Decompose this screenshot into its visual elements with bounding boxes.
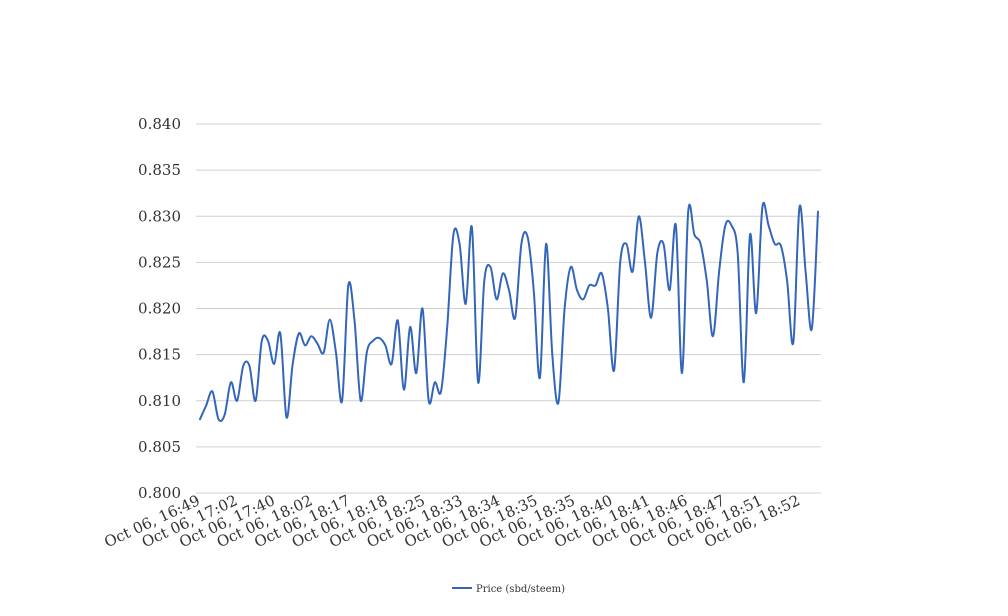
legend-label: Price (sbd/steem) [476, 584, 565, 595]
y-tick-label: 0.800 [138, 484, 181, 502]
y-tick-label: 0.825 [138, 253, 181, 271]
y-tick-label: 0.840 [138, 115, 181, 133]
y-tick-label: 0.835 [138, 161, 181, 179]
y-tick-label: 0.810 [138, 392, 181, 410]
series-lines [199, 201, 819, 423]
gridlines [196, 123, 821, 494]
y-tick-label: 0.820 [138, 300, 181, 318]
y-tick-label: 0.815 [138, 346, 181, 364]
y-axis-tick-labels: 0.800 0.805 0.810 0.815 0.820 0.825 0.830 0.835… [138, 115, 181, 502]
series-line-price [199, 201, 819, 423]
y-tick-label: 0.830 [138, 207, 181, 225]
y-tick-label: 0.805 [138, 438, 181, 456]
legend: Price (sbd/steem) [452, 584, 565, 595]
